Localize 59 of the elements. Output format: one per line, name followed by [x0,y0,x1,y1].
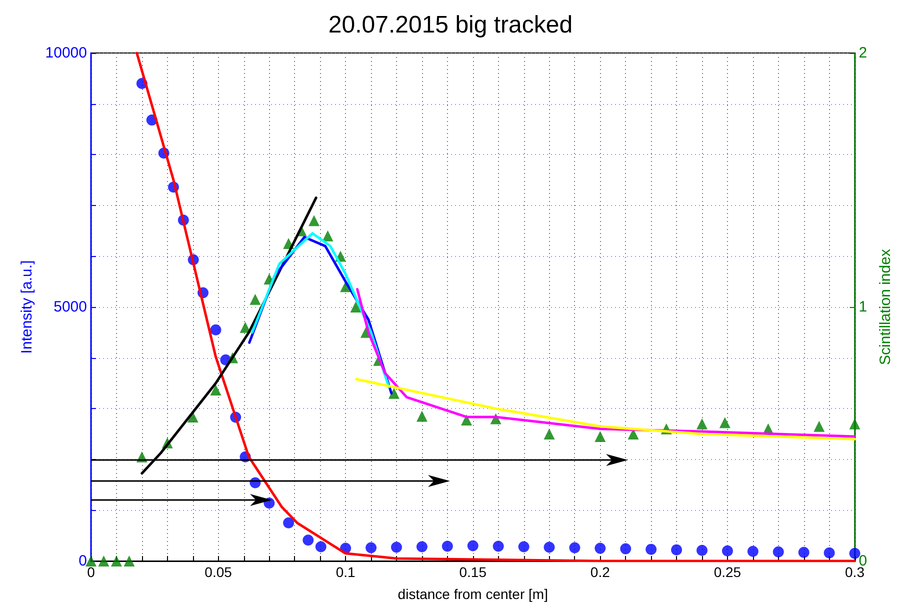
x-tick-label: 0.15 [459,564,487,580]
point [814,420,825,432]
point [110,556,122,566]
point [518,541,530,552]
point [719,417,730,428]
point [124,556,135,566]
point [594,431,606,442]
point [98,556,110,566]
x-axis-title: distance from center [m] [398,586,548,602]
point [544,428,555,440]
y-tick-label: 0 [78,552,87,570]
point [824,547,835,558]
y2-tick-label: 2 [858,44,868,62]
point [322,230,334,242]
point [366,542,377,554]
point [283,517,294,528]
line-series [356,288,856,438]
point [210,324,222,336]
y-tick-label: 5000 [54,298,87,316]
x-tick-label: 0.1 [336,564,356,580]
point [210,384,222,396]
point [849,418,860,430]
point [696,544,708,556]
point [620,543,632,554]
point [416,541,428,552]
point [350,302,362,312]
point [302,534,314,546]
point [492,540,504,552]
point [315,541,326,552]
chart-title: 20.07.2015 big tracked [328,12,573,38]
point [250,294,261,305]
point [849,548,860,559]
x-tick-label: 0.25 [714,564,742,580]
point [646,544,657,555]
y2-tick-label: 1 [858,298,868,316]
point [308,215,320,226]
point [798,546,810,558]
y-tick-label: 10000 [45,44,87,62]
point [722,545,733,556]
point [671,544,682,556]
point [467,540,478,552]
point [461,414,472,426]
point [696,418,708,430]
point [86,556,96,566]
point [569,542,580,554]
x-tick-label: 0.05 [204,564,232,580]
y2-axis-title: Scintillation index [877,248,894,365]
point [416,410,428,422]
point [747,546,758,557]
y-axis-title: Intensity [a.u.] [18,260,36,354]
point [594,542,606,554]
point [391,542,402,553]
x-tick-label: 0.2 [590,564,610,580]
point [442,540,453,552]
line-series [355,378,856,440]
point [772,546,784,558]
line-series [136,52,856,562]
point [388,388,400,399]
point [544,542,555,553]
